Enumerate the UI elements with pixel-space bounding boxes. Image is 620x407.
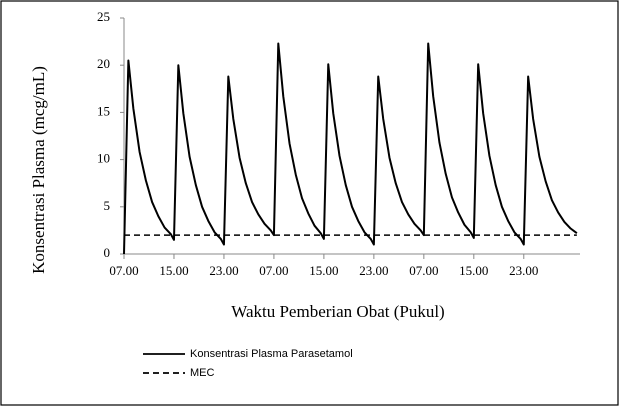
y-tick-label: 15: [97, 103, 110, 118]
x-tick-label: 15.00: [159, 263, 188, 278]
x-tick-label: 07.00: [259, 263, 288, 278]
legend-label: MEC: [190, 367, 215, 379]
y-tick-label: 5: [104, 198, 111, 213]
x-tick-label: 15.00: [459, 263, 488, 278]
y-axis-label: Konsentrasi Plasma (mcg/mL): [29, 66, 48, 274]
x-tick-label: 23.00: [209, 263, 238, 278]
x-tick-label: 15.00: [309, 263, 338, 278]
x-axis-label: Waktu Pemberian Obat (Pukul): [231, 302, 444, 321]
series-line: [123, 42, 578, 255]
x-tick-label: 23.00: [359, 263, 388, 278]
x-tick-label: 23.00: [509, 263, 538, 278]
y-tick-label: 20: [97, 56, 110, 71]
x-tick-label: 07.00: [409, 263, 438, 278]
y-tick-label: 25: [97, 9, 110, 24]
legend-label: Konsentrasi Plasma Parasetamol: [190, 348, 353, 360]
y-tick-label: 10: [97, 151, 110, 166]
y-tick-label: 0: [104, 245, 111, 260]
x-tick-label: 07.00: [109, 263, 138, 278]
